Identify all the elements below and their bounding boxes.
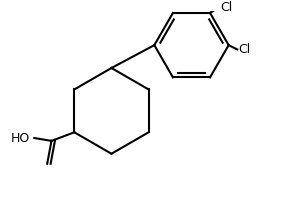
Text: HO: HO	[11, 131, 30, 145]
Text: Cl: Cl	[220, 1, 232, 14]
Text: Cl: Cl	[239, 43, 251, 56]
